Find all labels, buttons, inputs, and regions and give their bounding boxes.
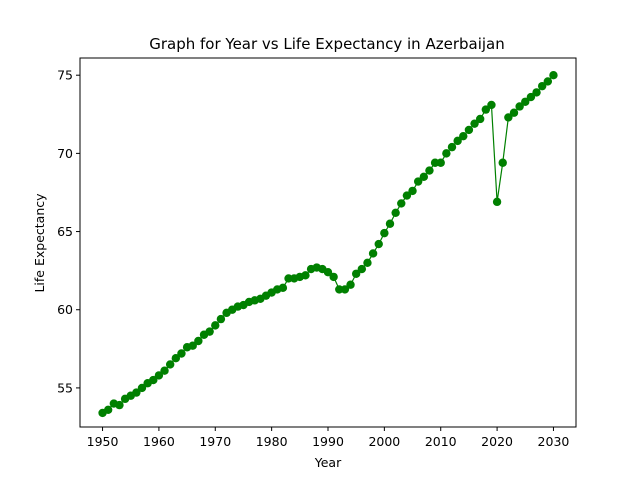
data-point <box>346 280 355 289</box>
x-tick-label: 2000 <box>368 434 400 449</box>
y-axis: 55 60 65 70 75 <box>57 68 80 395</box>
data-point <box>549 71 558 80</box>
y-tick-label: 70 <box>57 146 73 161</box>
y-tick-label: 65 <box>57 224 73 239</box>
y-tick-label: 75 <box>57 68 73 83</box>
data-point <box>165 360 175 369</box>
data-point <box>368 249 378 258</box>
data-point <box>278 283 288 293</box>
data-point <box>526 92 536 102</box>
data-point <box>160 366 169 375</box>
data-point <box>154 371 164 380</box>
data-point <box>413 177 423 186</box>
data-point <box>115 400 124 410</box>
data-point <box>211 321 220 330</box>
data-point <box>492 197 502 207</box>
data-point <box>481 105 491 114</box>
data-point <box>194 336 203 346</box>
data-point <box>357 264 367 274</box>
data-point <box>216 314 226 324</box>
data-point <box>340 285 350 294</box>
data-point <box>177 349 186 358</box>
x-axis: 1950 1960 1970 1980 1990 2000 2010 2020 2030 <box>87 427 570 449</box>
data-point <box>521 97 530 106</box>
x-tick-label: 2010 <box>425 434 457 449</box>
data-point <box>515 102 524 111</box>
data-point <box>402 191 412 200</box>
data-point <box>498 158 507 167</box>
data-point <box>425 166 434 175</box>
data-point <box>171 354 181 363</box>
data-point <box>351 269 361 278</box>
x-tick-label: 1960 <box>143 434 175 449</box>
data-point <box>459 131 468 141</box>
data-point <box>419 172 429 182</box>
data-point <box>301 271 310 280</box>
data-point <box>188 341 197 350</box>
x-tick-label: 1990 <box>312 434 344 449</box>
data-point <box>205 327 214 336</box>
x-tick-label: 1950 <box>87 434 119 449</box>
data-point <box>397 199 406 208</box>
data-point <box>470 119 479 128</box>
x-tick-label: 2030 <box>538 434 570 449</box>
data-point <box>504 113 513 122</box>
data-point <box>137 383 147 393</box>
data-point <box>543 77 553 86</box>
data-point <box>532 88 541 97</box>
data-point <box>487 100 496 110</box>
plot-area <box>98 71 558 418</box>
data-point <box>475 114 485 124</box>
data-point <box>132 388 141 397</box>
data-point <box>436 158 445 167</box>
x-tick-label: 1970 <box>199 434 231 449</box>
x-axis-label: Year <box>314 455 342 470</box>
x-tick-label: 2020 <box>481 434 513 449</box>
data-point <box>442 149 451 158</box>
data-point <box>380 228 389 238</box>
data-point <box>453 136 462 146</box>
data-point <box>374 239 383 249</box>
chart-title: Graph for Year vs Life Expectancy in Aze… <box>149 35 505 53</box>
data-point <box>391 208 400 217</box>
data-point <box>103 405 113 414</box>
data-point <box>363 258 372 268</box>
y-tick-label: 55 <box>57 380 73 395</box>
y-tick-label: 60 <box>57 302 73 317</box>
y-axis-label: Life Expectancy <box>32 193 47 293</box>
data-point <box>385 219 395 228</box>
data-point <box>509 108 519 117</box>
data-point <box>464 125 474 135</box>
data-point <box>323 268 333 277</box>
data-point <box>408 186 417 196</box>
data-point <box>149 375 158 385</box>
data-point <box>329 272 338 282</box>
data-point <box>447 142 457 152</box>
data-point <box>537 81 547 91</box>
x-tick-label: 1980 <box>256 434 288 449</box>
